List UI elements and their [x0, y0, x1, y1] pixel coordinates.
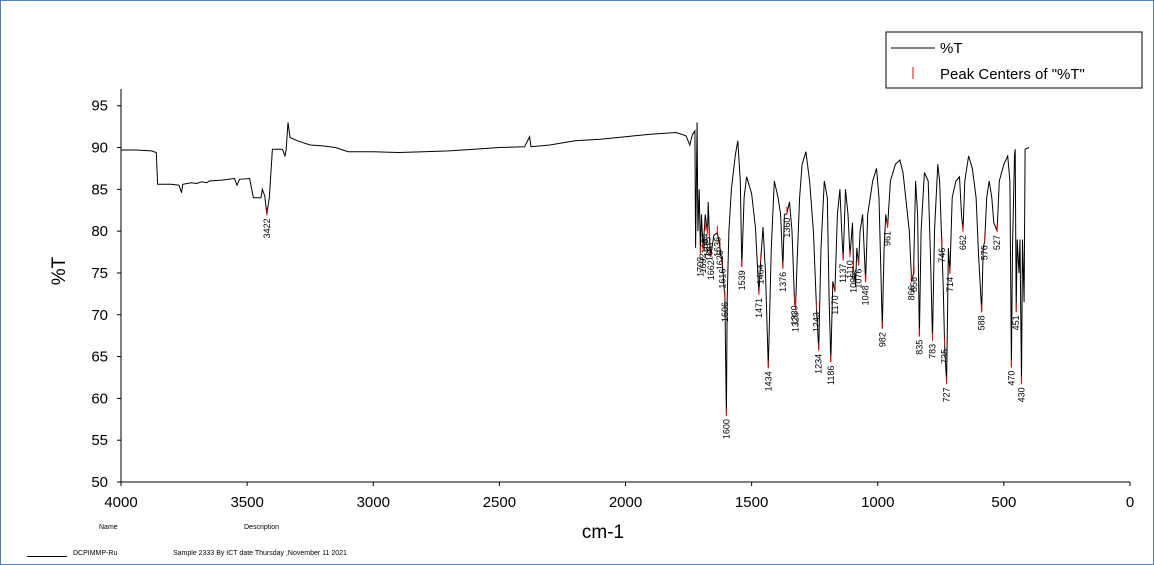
peak-label: 1434 — [763, 371, 773, 391]
peak-label: 856 — [909, 277, 919, 292]
peak-label: 714 — [945, 277, 955, 292]
y-tick-label: 70 — [91, 307, 108, 324]
peak-label: 1539 — [737, 270, 747, 290]
y-tick-label: 80 — [91, 223, 108, 240]
x-tick-label: 4000 — [104, 494, 137, 511]
peak-label: 1636 — [712, 237, 722, 257]
peak-label: 662 — [958, 235, 968, 250]
peak-label: 527 — [992, 235, 1002, 250]
spectrum-line-series — [121, 122, 1030, 416]
y-tick-label: 85 — [91, 181, 108, 198]
peak-label: 1330 — [790, 305, 800, 325]
y-tick-label: 65 — [91, 349, 108, 366]
legend-box — [885, 31, 1143, 89]
peak-label: 835 — [914, 340, 924, 355]
footer-sample-description: Sample 2333 By ICT date Thursday ,Novemb… — [173, 550, 347, 557]
peak-label: 1626 — [715, 250, 725, 270]
legend: %T Peak Centers of "%T" — [885, 31, 1143, 89]
y-axis-title: %T — [49, 256, 70, 285]
x-tick-label: 2500 — [483, 494, 516, 511]
peak-label: 1471 — [754, 298, 764, 318]
peak-label: 1684 — [700, 234, 710, 254]
peak-label: 1464 — [756, 264, 766, 284]
peak-label: 1606 — [720, 302, 730, 322]
peak-label: 1096 — [849, 273, 859, 293]
legend-item-spectrum: %T — [940, 40, 963, 57]
peak-label: 727 — [942, 387, 952, 402]
peak-label: 746 — [937, 248, 947, 263]
x-tick-label: 3000 — [357, 494, 390, 511]
peak-label: 588 — [977, 315, 987, 330]
peak-label: 982 — [877, 332, 887, 347]
peak-label: 866 — [907, 285, 917, 300]
peak-label: 1662 — [706, 260, 716, 280]
y-tick-label: 90 — [91, 140, 108, 157]
y-tick-label: 50 — [91, 474, 108, 491]
y-tick-label: 75 — [91, 265, 108, 282]
peak-label: 1326 — [791, 312, 801, 332]
footer-name-header: Name — [99, 524, 118, 531]
peak-label: 735 — [940, 349, 950, 364]
peak-label: 1616 — [717, 269, 727, 289]
x-tick-label: 3500 — [230, 494, 263, 511]
footer-sample-underline — [27, 556, 67, 557]
x-tick-label: 0 — [1126, 494, 1134, 511]
x-tick-label: 500 — [991, 494, 1016, 511]
peak-label: 1048 — [861, 285, 871, 305]
peak-label: 1675 — [703, 237, 713, 257]
peak-label: 783 — [928, 344, 938, 359]
peak-label: 1243 — [812, 312, 822, 332]
x-axis-title: cm-1 — [582, 522, 624, 543]
peak-label: 1076 — [854, 269, 864, 289]
x-tick-label: 2000 — [609, 494, 642, 511]
peak-label: 1234 — [814, 354, 824, 374]
peak-label: 1692 — [698, 254, 708, 274]
peak-label: 1667 — [705, 241, 715, 261]
peak-label: 1600 — [721, 419, 731, 439]
peak-label: 1186 — [826, 366, 836, 385]
peak-label: 1137 — [838, 264, 848, 283]
peak-label: 470 — [1006, 371, 1016, 386]
peak-label: 576 — [980, 245, 990, 260]
peak-label: 430 — [1017, 387, 1027, 402]
y-tick-label: 60 — [91, 390, 108, 407]
x-tick-label: 1500 — [735, 494, 768, 511]
y-tick-label: 95 — [91, 98, 108, 115]
x-tick-label: 1000 — [861, 494, 894, 511]
peak-label: 1360 — [782, 218, 792, 238]
peak-label: 961 — [883, 231, 893, 246]
peak-label: 1376 — [778, 272, 788, 292]
y-axis-ticks: 50 55 60 65 70 75 80 85 90 95 — [91, 98, 121, 491]
peak-label: 1110 — [845, 260, 855, 279]
peak-label: 3422 — [262, 218, 272, 238]
peak-label: 1703 — [695, 257, 705, 277]
legend-item-peaks: Peak Centers of "%T" — [940, 66, 1085, 83]
peak-markers — [266, 206, 1023, 417]
footer-description-header: Description — [244, 524, 280, 531]
peak-label: 1170 — [830, 295, 840, 314]
peak-label: 451 — [1011, 315, 1021, 330]
plot-area: 50 55 60 65 70 75 80 85 90 95 4000 3500 3000 2500 200… — [91, 89, 1134, 511]
y-tick-label: 55 — [91, 432, 108, 449]
footer-sample-name: DCPIMMP-Ru — [73, 550, 118, 557]
x-axis-ticks: 4000 3500 3000 2500 2000 1500 1000 500 0 — [104, 482, 1134, 511]
